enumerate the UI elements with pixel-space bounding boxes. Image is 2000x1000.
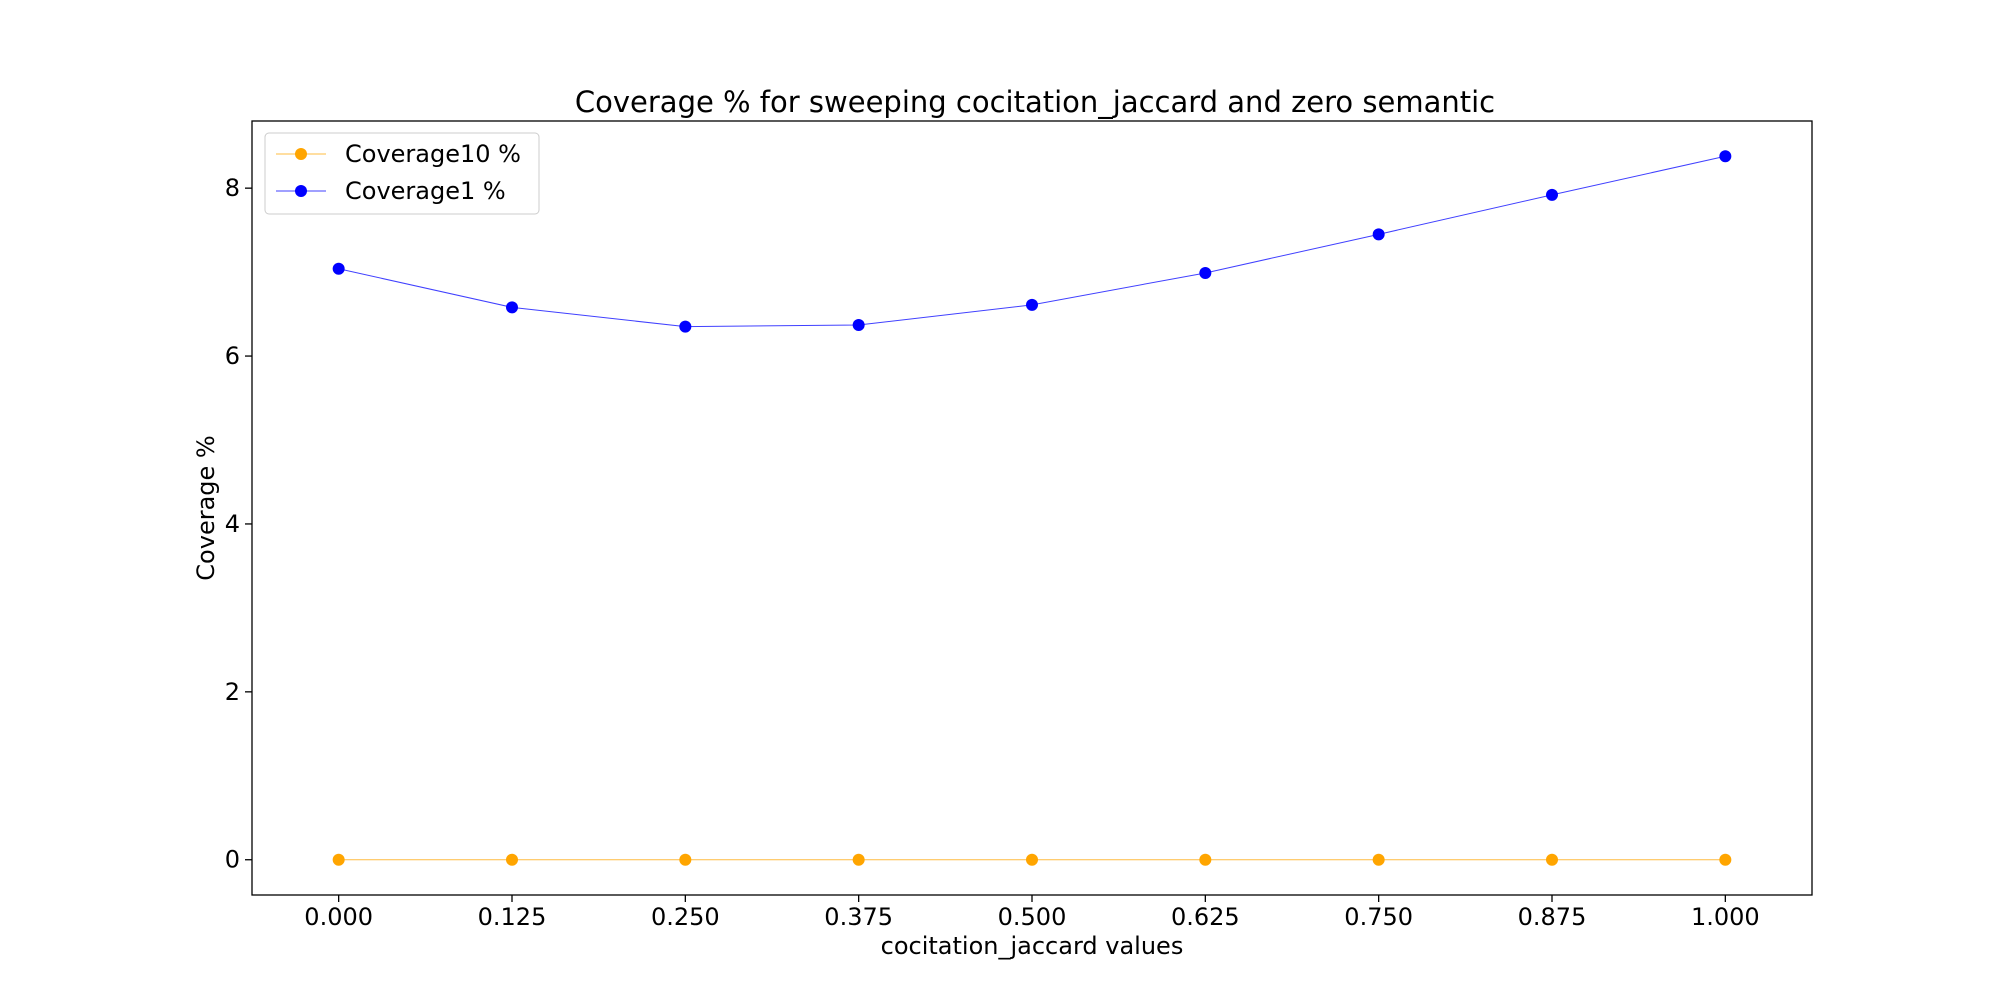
coverage1-data-point	[332, 262, 345, 275]
x-tick-label: 0.875	[1518, 903, 1587, 931]
coverage1-data-point	[506, 301, 518, 314]
coverage10-data-point	[1199, 853, 1212, 866]
chart-title: Coverage % for sweeping cocitation_jacca…	[575, 85, 1495, 119]
x-tick-label: 0.375	[824, 903, 893, 931]
x-tick-label: 0.125	[478, 903, 547, 931]
coverage10-data-point	[506, 853, 518, 866]
y-tick-label: 8	[225, 174, 240, 202]
coverage10-data-point	[1026, 853, 1038, 866]
coverage1-data-point	[1026, 298, 1038, 311]
y-axis: 0 2 4 6 8	[225, 174, 252, 874]
y-tick-label: 4	[225, 510, 240, 538]
coverage1-data-point	[1719, 150, 1732, 163]
coverage10-data-point	[679, 853, 692, 866]
coverage1-data-point	[852, 318, 865, 331]
x-tick-label: 0.000	[304, 903, 373, 931]
x-tick-label: 1.000	[1691, 903, 1760, 931]
legend-coverage10-marker	[295, 148, 307, 160]
legend-coverage1-label: Coverage1 %	[345, 177, 506, 205]
legend-coverage1-marker	[295, 185, 307, 197]
x-axis: 0.000 0.125 0.250 0.375 0.500 0.625 0.750 0.875…	[304, 895, 1760, 931]
y-tick-label: 0	[225, 846, 240, 874]
series-layer	[332, 150, 1732, 866]
legend: Coverage10 % Coverage1 %	[264, 132, 540, 215]
x-tick-label: 0.625	[1171, 903, 1240, 931]
legend-box	[264, 132, 540, 215]
coverage10-data-point	[1372, 853, 1385, 866]
coverage10-data-point	[332, 853, 345, 866]
x-tick-label: 0.750	[1344, 903, 1413, 931]
coverage10-data-point	[1719, 853, 1732, 866]
legend-coverage10-label: Coverage10 %	[345, 140, 521, 168]
x-axis-label: cocitation_jaccard values	[881, 932, 1184, 960]
coverage1-data-point	[1546, 188, 1558, 201]
coverage10-data-point	[852, 853, 865, 866]
x-tick-label: 0.250	[651, 903, 720, 931]
coverage10-data-point	[1546, 853, 1558, 866]
coverage1-data-point	[1199, 266, 1212, 279]
coverage1-data-point	[679, 320, 692, 333]
x-tick-label: 0.500	[998, 903, 1067, 931]
y-axis-label: Coverage %	[192, 435, 220, 580]
y-tick-label: 2	[225, 678, 240, 706]
y-tick-label: 6	[225, 342, 240, 370]
coverage1-data-point	[1372, 228, 1385, 241]
